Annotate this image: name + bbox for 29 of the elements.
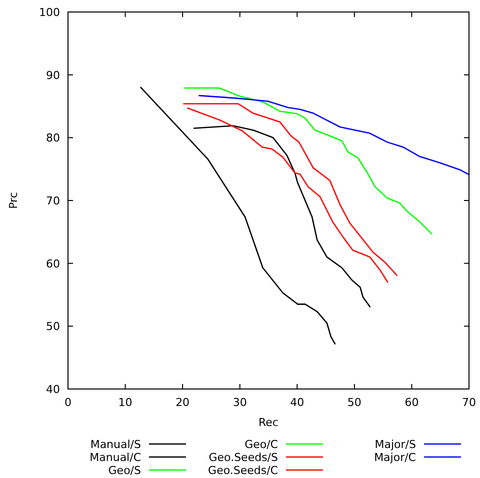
x-tick-label: 70 xyxy=(462,396,476,409)
x-axis-title: Rec xyxy=(258,416,278,429)
y-tick-label: 100 xyxy=(39,6,60,19)
y-tick-label: 60 xyxy=(46,257,60,270)
legend-label: Major/S xyxy=(374,438,416,451)
x-tick-label: 0 xyxy=(64,396,72,409)
y-tick-label: 70 xyxy=(46,194,60,208)
legend-label: Geo.Seeds/C xyxy=(208,464,278,477)
legend-label: Major/C xyxy=(374,451,416,464)
line-series xyxy=(198,94,470,176)
legend-label: Geo/S xyxy=(108,464,142,477)
x-tick-label: 60 xyxy=(404,396,419,409)
x-tick-label: 10 xyxy=(118,396,132,409)
legend-label: Manual/C xyxy=(90,451,142,464)
x-tick-label: 50 xyxy=(347,396,362,409)
line-series xyxy=(184,87,432,234)
legend-label: Manual/S xyxy=(90,438,142,451)
line-series xyxy=(193,125,371,308)
x-tick-label: 40 xyxy=(290,396,304,409)
x-tick-label: 30 xyxy=(232,396,247,409)
x-tick-label: 20 xyxy=(176,396,190,409)
y-tick-label: 50 xyxy=(46,320,60,334)
y-tick-label: 40 xyxy=(46,383,60,396)
y-tick-label: 90 xyxy=(46,68,60,82)
legend-label: Geo/C xyxy=(244,438,278,451)
y-tick-label: 80 xyxy=(46,132,60,145)
line-series xyxy=(140,86,336,344)
y-axis-title: Prc xyxy=(7,192,20,209)
legend-label: Geo.Seeds/S xyxy=(208,451,278,464)
